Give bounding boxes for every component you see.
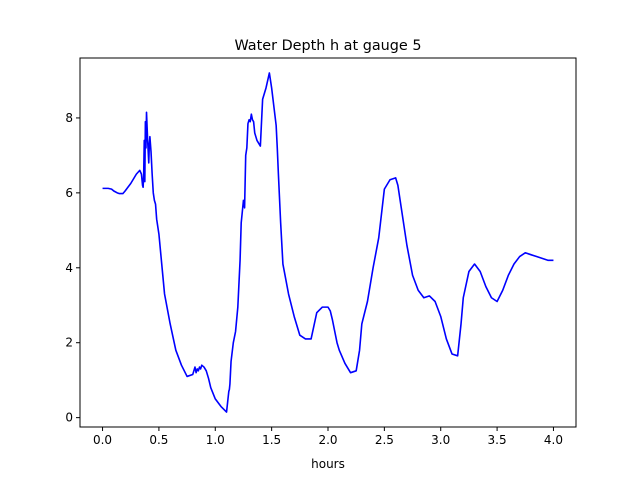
x-tick-label: 3.0 — [431, 433, 450, 447]
y-tick-label: 2 — [65, 336, 73, 350]
x-tick-label: 0.5 — [149, 433, 168, 447]
x-tick-label: 1.5 — [262, 433, 281, 447]
plot-frame — [79, 57, 577, 428]
y-tick-label: 0 — [65, 411, 73, 425]
x-axis-label: hours — [311, 457, 345, 471]
y-tick-label: 8 — [65, 111, 73, 125]
y-tick-label: 6 — [65, 186, 73, 200]
x-tick-label: 2.0 — [318, 433, 337, 447]
chart-title: Water Depth h at gauge 5 — [234, 38, 421, 54]
y-tick-label: 4 — [65, 261, 73, 275]
y-axis-ticks: 0 2 4 6 8 — [65, 111, 80, 425]
x-tick-label: 3.5 — [488, 433, 507, 447]
plot-area — [80, 58, 576, 427]
x-tick-label: 0.0 — [93, 433, 112, 447]
x-tick-label: 2.5 — [375, 433, 394, 447]
x-axis-ticks: 0.0 0.5 1.0 1.5 2.0 2.5 3.0 3.5 4.0 — [93, 427, 563, 447]
series-layer — [102, 72, 554, 413]
series-line-0 — [102, 72, 554, 413]
x-tick-label: 4.0 — [544, 433, 563, 447]
x-tick-label: 1.0 — [206, 433, 225, 447]
